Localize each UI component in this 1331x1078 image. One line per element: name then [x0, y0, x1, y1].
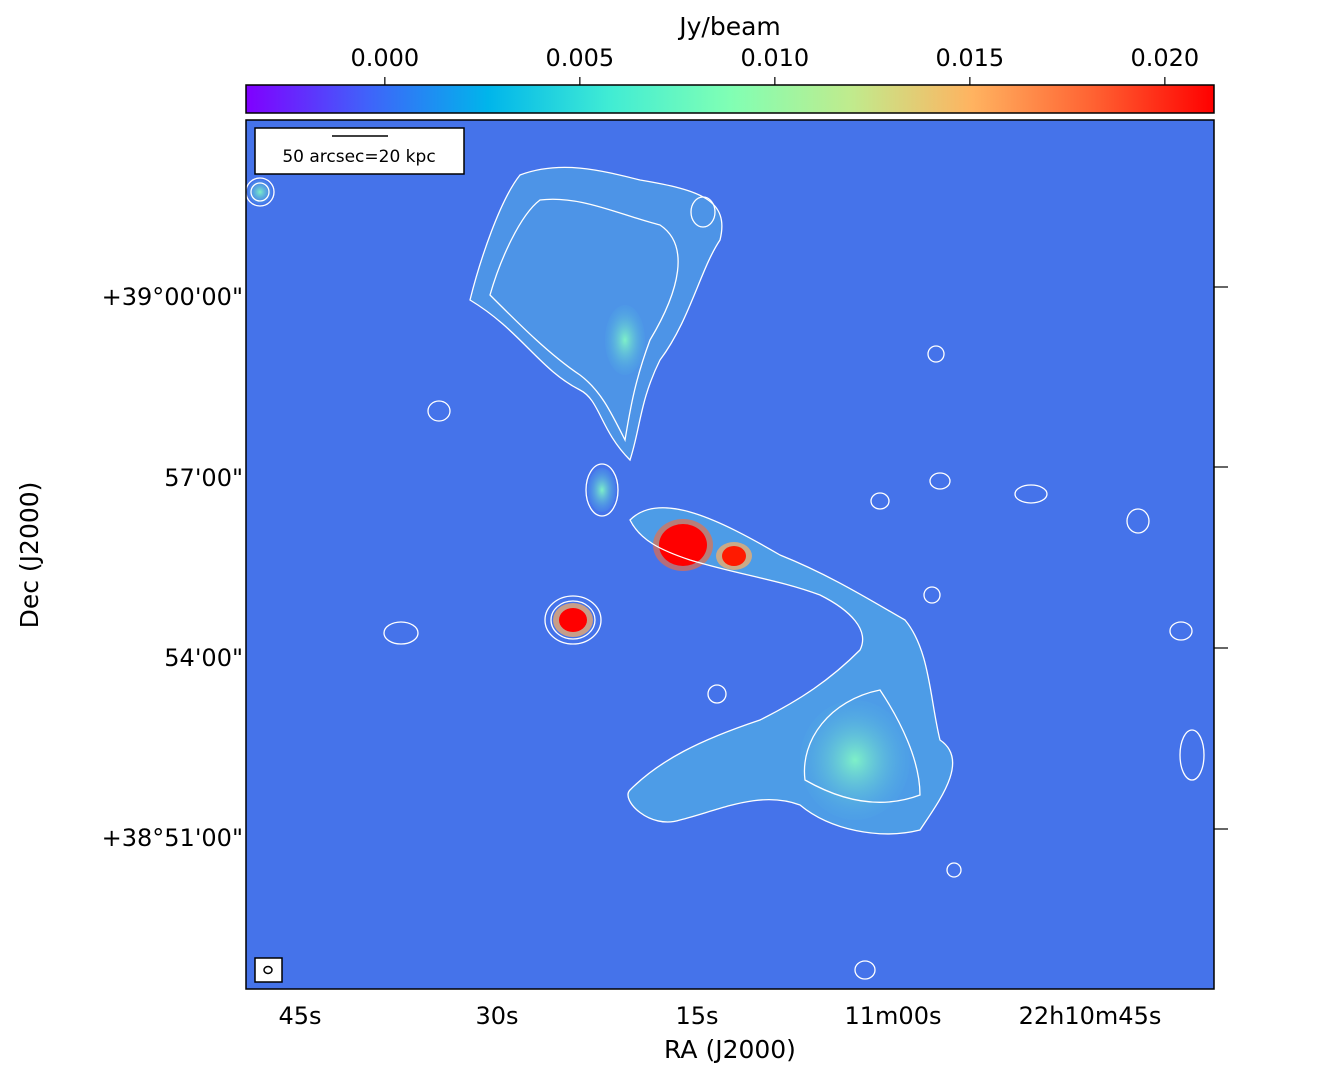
scale-bar-label: 50 arcsec=20 kpc	[282, 147, 435, 167]
x-axis-label: RA (J2000)	[664, 1035, 796, 1064]
colorbar-ticks: 0.000 0.005 0.010 0.015 0.020	[350, 44, 1199, 85]
beam-box	[254, 957, 283, 983]
x-tick-label: 11m00s	[845, 1002, 942, 1030]
x-tick-label: 22h10m45s	[1019, 1002, 1162, 1030]
y-tick-label: 54'00"	[164, 644, 243, 672]
x-tick-label: 30s	[475, 1002, 518, 1030]
right-ticks	[1214, 286, 1228, 830]
colorbar-tick-label: 0.010	[740, 44, 809, 72]
colorbar-tick-label: 0.015	[935, 44, 1004, 72]
y-tick-labels: +39°00'00" 57'00" 54'00" +38°51'00"	[102, 283, 243, 852]
x-tick-label: 15s	[675, 1002, 718, 1030]
y-tick-label: +39°00'00"	[102, 283, 243, 311]
y-tick-label: +38°51'00"	[102, 824, 243, 852]
colorbar-tick-label: 0.000	[350, 44, 419, 72]
colorbar-tick-label: 0.020	[1130, 44, 1199, 72]
radio-image	[246, 120, 1214, 989]
x-tick-label: 45s	[278, 1002, 321, 1030]
colorbar-label: Jy/beam	[677, 12, 781, 41]
colorbar	[245, 84, 1215, 114]
beam	[263, 965, 273, 975]
y-tick-label: 57'00"	[164, 464, 243, 492]
y-axis-label: Dec (J2000)	[15, 482, 44, 629]
x-tick-labels: 45s 30s 15s 11m00s 22h10m45s	[278, 1002, 1161, 1030]
colorbar-tick-label: 0.005	[545, 44, 614, 72]
plot-frame	[245, 119, 1215, 990]
